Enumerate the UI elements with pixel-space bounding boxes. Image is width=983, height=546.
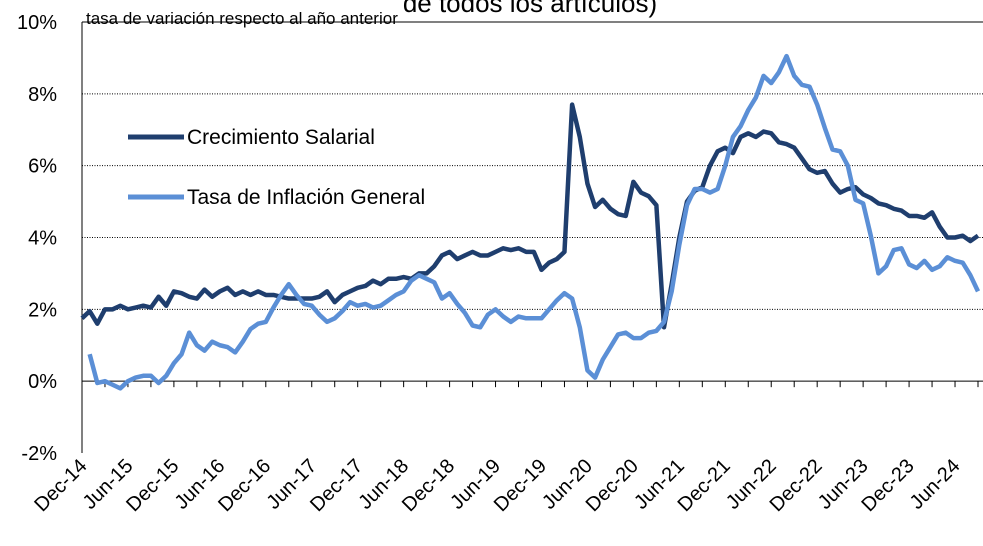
x-tick-label: Dec-17	[306, 455, 367, 516]
y-tick-label: 4%	[28, 228, 57, 250]
x-tick-label: Dec-23	[857, 455, 918, 516]
chart-title: de todos los artículos)	[403, 0, 657, 18]
series-line	[87, 53, 981, 391]
x-tick-label: Dec-18	[398, 455, 459, 516]
y-axis-label: tasa de variación respecto al año anteri…	[86, 9, 398, 28]
y-tick-label: 10%	[17, 12, 57, 34]
x-tick-label: Dec-19	[490, 455, 551, 516]
legend-label: Tasa de Inflación General	[187, 186, 425, 209]
y-tick-label: 2%	[28, 299, 57, 321]
y-tick-label: 6%	[28, 156, 57, 178]
y-tick-label: -2%	[21, 443, 57, 465]
x-tick-label: Dec-21	[674, 455, 735, 516]
x-tick-label: Dec-22	[766, 455, 827, 516]
legend-label: Crecimiento Salarial	[187, 126, 375, 149]
series-line	[80, 102, 980, 330]
x-tick-label: Dec-16	[214, 455, 275, 516]
x-tick-label: Dec-15	[122, 455, 183, 516]
y-tick-label: 0%	[28, 371, 57, 393]
x-tick-label: Dec-20	[582, 455, 643, 516]
x-tick-label: Jun-24	[906, 455, 965, 514]
y-tick-label: 8%	[28, 84, 57, 106]
